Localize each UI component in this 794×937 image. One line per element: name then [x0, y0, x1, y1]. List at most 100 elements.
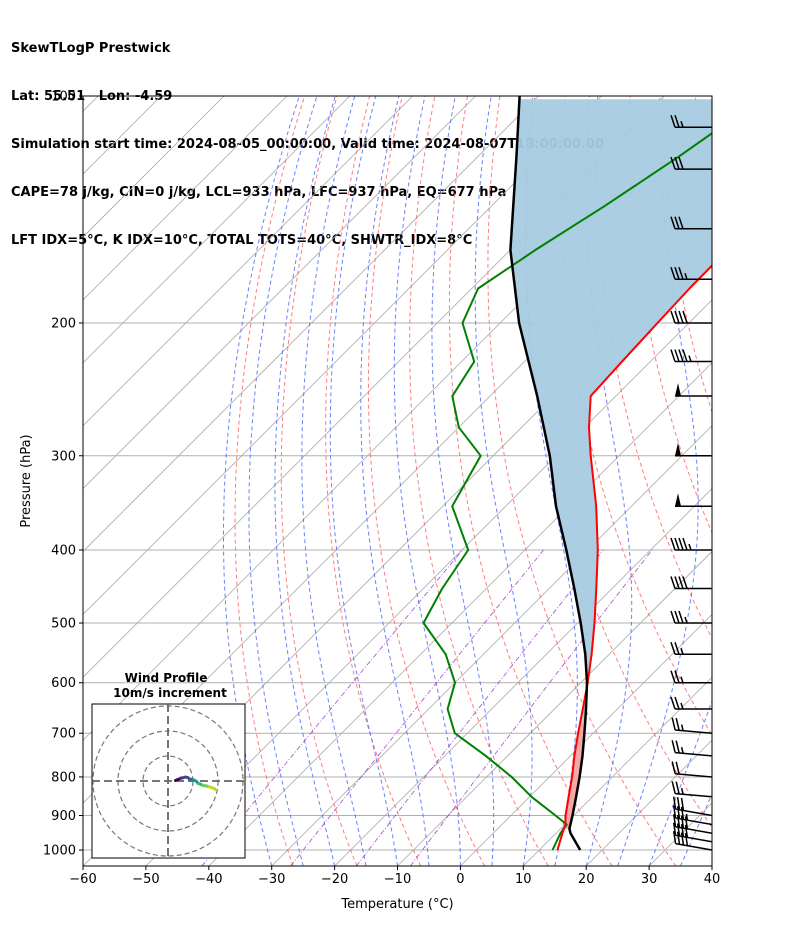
wind-barb	[672, 814, 712, 834]
isotherm-line	[83, 96, 539, 553]
wind-barb-full	[676, 814, 681, 828]
wind-barb-full	[674, 156, 680, 170]
wind-barb	[670, 310, 712, 324]
wind-barb-full	[674, 576, 680, 589]
dry-adiabat	[367, 96, 485, 866]
wind-barb-full	[670, 267, 676, 280]
wind-barb-full	[671, 740, 676, 753]
isotherm-line	[145, 299, 712, 866]
wind-barb-full	[676, 797, 681, 810]
wind-barb-full	[676, 806, 681, 819]
isotherm-line	[83, 96, 602, 615]
wind-barb-full	[678, 267, 684, 280]
wind-barb	[670, 216, 712, 230]
wind-barb-full	[670, 576, 676, 589]
wind-barb-half	[688, 543, 692, 551]
wind-barb-full	[671, 717, 676, 731]
y-tick-label: 300	[51, 449, 76, 464]
wind-barb	[670, 610, 712, 624]
isotherm-line	[523, 676, 712, 866]
wind-barb	[670, 156, 712, 170]
moist-adiabat	[248, 96, 318, 866]
parcel-path-line	[509, 96, 589, 851]
wind-barb-flag	[675, 442, 681, 456]
wind-barb-full	[680, 815, 685, 829]
wind-barb-full	[678, 349, 684, 362]
wind-barb-full	[674, 696, 680, 710]
wind-barb-staff	[675, 808, 712, 817]
wind-barb-full	[680, 797, 685, 811]
wind-barb-half	[685, 813, 689, 821]
wind-barb-half	[680, 746, 684, 754]
wind-barb	[675, 383, 712, 397]
moist-adiabat	[474, 96, 533, 866]
wind-barb-full	[670, 537, 676, 551]
wind-barb-full	[674, 670, 680, 683]
wind-barb-half	[680, 676, 684, 683]
isotherm-line	[83, 96, 476, 490]
wind-barb-full	[674, 114, 680, 128]
dry-adiabat	[280, 96, 358, 866]
hodograph-segment	[174, 778, 179, 782]
y-axis-label: Pressure (hPa)	[19, 434, 34, 527]
wind-barb-flag	[675, 383, 681, 397]
indices-line: LFT IDX=5°C, K IDX=10°C, TOTAL TOTS=40°C…	[11, 233, 473, 248]
wind-barb-full	[671, 761, 676, 774]
wind-barb-half	[680, 648, 684, 655]
wind-barb-staff	[675, 817, 712, 826]
inset-subtitle: 10m/s increment	[113, 686, 227, 700]
x-tick-label: −50	[132, 872, 159, 887]
wind-barb-full	[680, 824, 685, 837]
x-tick-label: −20	[321, 872, 348, 887]
wind-barb	[671, 740, 712, 757]
negative-area-fill	[510, 99, 712, 723]
wind-barb-full	[671, 781, 676, 794]
dry-adiabat	[728, 96, 794, 866]
moist-adiabat	[617, 96, 699, 866]
wind-barb-full	[678, 537, 684, 551]
x-tick-label: 40	[704, 872, 721, 887]
chart-header: SkewTLogP Prestwick Lat: 55.51 Lon: -4.5…	[11, 9, 604, 265]
moist-adiabat	[711, 864, 712, 866]
isotherm-line	[83, 96, 225, 238]
wind-barb-full	[674, 537, 680, 551]
wind-barb-full	[674, 610, 680, 624]
wind-barb	[670, 114, 712, 128]
x-tick-label: 0	[456, 872, 464, 887]
wind-barb-full	[672, 796, 677, 810]
wind-barb-full	[674, 310, 680, 324]
wind-barb-full	[680, 806, 685, 820]
moist-adiabat	[301, 96, 367, 866]
hodograph-plot	[92, 704, 245, 858]
wind-barb-full	[672, 830, 677, 844]
wind-barb	[671, 761, 712, 778]
moist-adiabat	[360, 96, 430, 866]
wind-barb-full	[670, 156, 676, 170]
moist-adiabat	[329, 96, 398, 866]
wind-barb	[670, 670, 712, 684]
wind-barb-full	[678, 610, 684, 624]
isotherm-line	[397, 550, 712, 866]
wind-barb-full	[670, 696, 676, 710]
wind-barb-full	[672, 805, 677, 819]
wind-barb-full	[674, 267, 680, 280]
wind-barb-full	[682, 576, 688, 589]
wind-barb-staff	[675, 751, 712, 757]
wind-barb-full	[682, 537, 688, 551]
wind-barb-full	[684, 833, 689, 846]
isotherm-line	[775, 96, 794, 866]
y-tick-label: 600	[51, 676, 76, 691]
wind-barb	[671, 781, 712, 798]
mixing-ratio-line	[355, 549, 604, 866]
wind-barb-half	[684, 616, 688, 624]
wind-barb	[672, 796, 712, 817]
y-tick-label: 100	[51, 90, 76, 105]
wind-barb-full	[675, 761, 680, 775]
wind-barb-staff	[675, 826, 712, 834]
wind-barb-full	[678, 310, 684, 324]
x-tick-label: −30	[258, 872, 285, 887]
isotherm-line	[711, 865, 712, 866]
wind-barb-full	[676, 823, 681, 837]
dry-adiabat	[761, 96, 794, 866]
